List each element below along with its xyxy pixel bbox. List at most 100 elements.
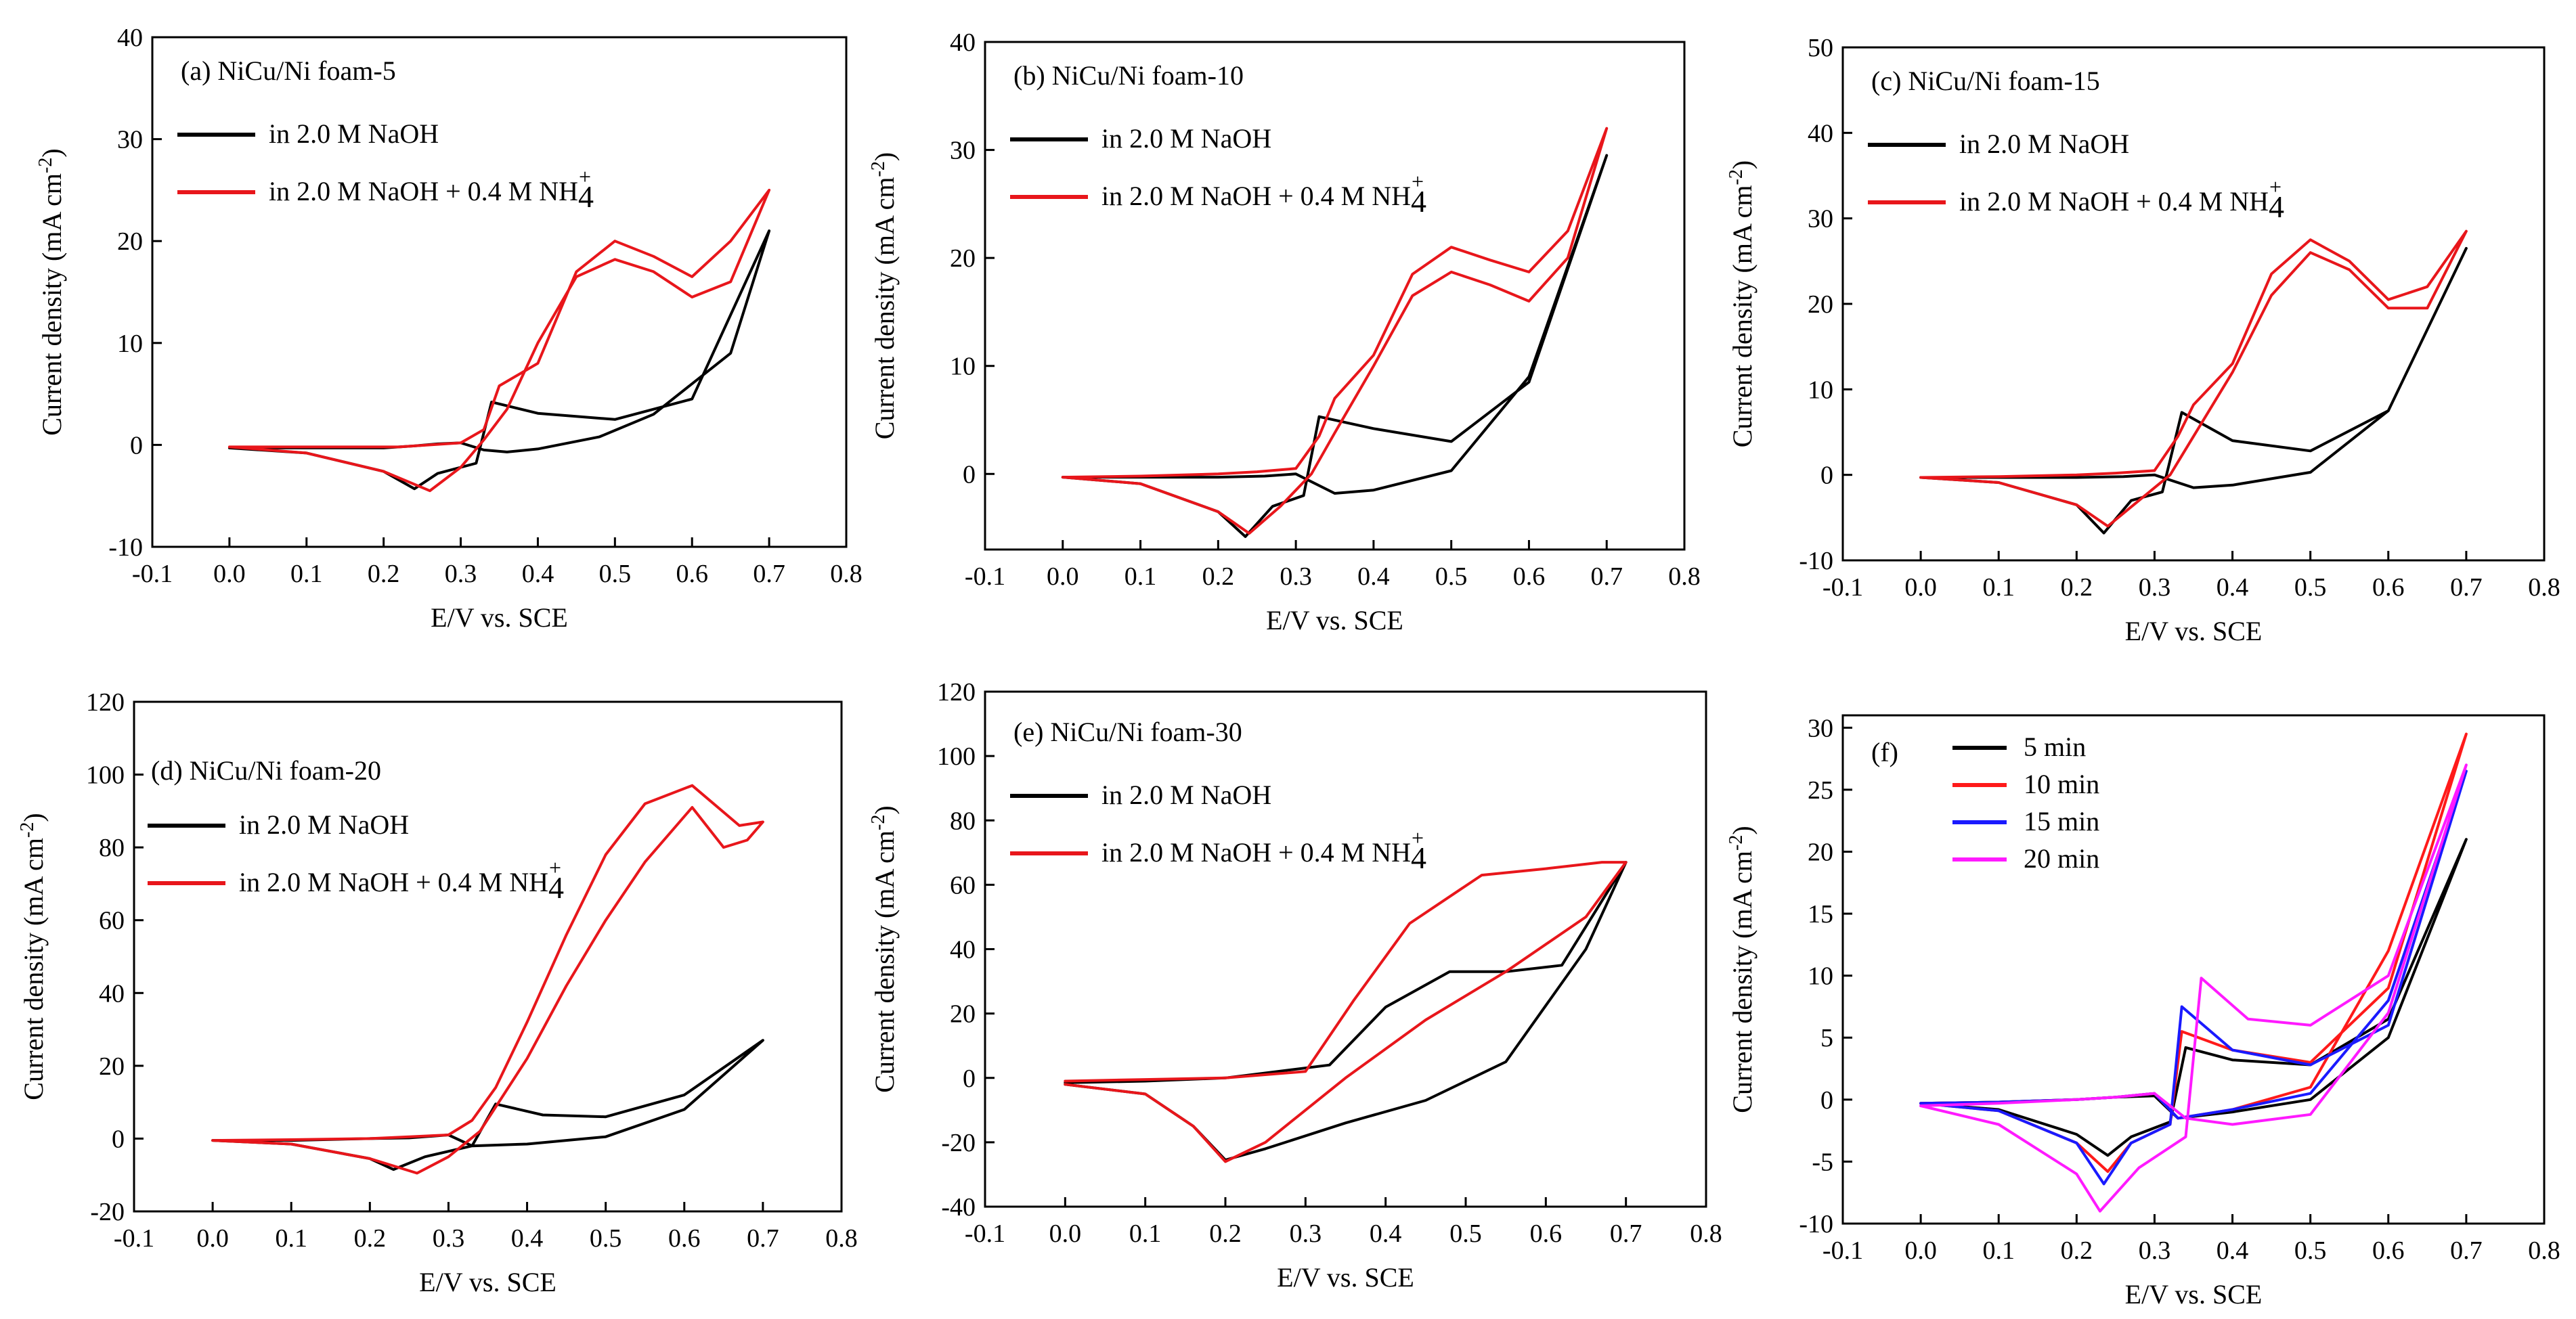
y-tick-label: -10 bbox=[1799, 1210, 1833, 1238]
y-tick-label: 80 bbox=[99, 834, 125, 862]
x-tick-label: 0.6 bbox=[668, 1224, 701, 1253]
y-tick-label: 20 bbox=[117, 227, 143, 256]
series-line bbox=[1919, 763, 2468, 1213]
y-tick-label: 0 bbox=[130, 431, 143, 460]
x-tick-label: 0.5 bbox=[2294, 573, 2327, 602]
y-tick-label: 30 bbox=[950, 137, 976, 165]
x-tick-label: -0.1 bbox=[1822, 1236, 1863, 1265]
plot-frame bbox=[133, 700, 843, 1213]
y-tick-label: 120 bbox=[937, 678, 976, 707]
legend-label: in 2.0 M NaOH + 0.4 M NH4+ bbox=[1101, 826, 1426, 875]
legend-label: in 2.0 M NaOH + 0.4 M NH4+ bbox=[239, 855, 564, 905]
x-tick-label: 0.8 bbox=[2528, 573, 2560, 602]
legend-label: in 2.0 M NaOH + 0.4 M NH4+ bbox=[269, 164, 594, 214]
panel-title: (f) bbox=[1871, 737, 1898, 767]
chart-panel-5: -0.1 0.0 0.1 0.2 0.3 0.4 0.5 0.6 0.7 0.8 -10 -5 0 5 10… bbox=[1726, 714, 2560, 1310]
x-tick-label: 0.3 bbox=[2139, 573, 2171, 602]
series-line bbox=[1919, 246, 2468, 535]
x-tick-label: 0.1 bbox=[1982, 573, 2015, 602]
series-line bbox=[1061, 127, 1609, 535]
x-tick-label: 0.0 bbox=[196, 1224, 229, 1253]
x-tick-label: -0.1 bbox=[965, 562, 1005, 591]
x-tick-label: 0.7 bbox=[753, 560, 785, 588]
x-tick-label: 0.4 bbox=[1357, 562, 1390, 591]
x-tick-label: 0.2 bbox=[2061, 573, 2093, 602]
x-tick-label: -0.1 bbox=[114, 1224, 154, 1253]
chart-panel-3: -0.1 0.0 0.1 0.2 0.3 0.4 0.5 0.6 0.7 0.8 -20 0 20 40 6… bbox=[17, 688, 858, 1297]
series-line bbox=[1919, 838, 2468, 1157]
legend-label: in 2.0 M NaOH bbox=[239, 809, 409, 840]
y-tick-label: 60 bbox=[99, 907, 125, 935]
y-tick-label: 10 bbox=[1808, 962, 1833, 991]
x-tick-label: 0.2 bbox=[2061, 1236, 2093, 1265]
x-tick-label: 0.1 bbox=[275, 1224, 307, 1253]
y-tick-label: 30 bbox=[1808, 714, 1833, 742]
x-tick-label: 0.8 bbox=[1668, 562, 1701, 591]
y-tick-label: 5 bbox=[1820, 1024, 1833, 1052]
series-line bbox=[227, 229, 771, 491]
x-tick-label: 0.6 bbox=[1513, 562, 1546, 591]
y-tick-label: 0 bbox=[1820, 1086, 1833, 1115]
legend-label: 20 min bbox=[2024, 843, 2099, 874]
x-tick-label: 0.8 bbox=[1690, 1220, 1722, 1248]
panel-title: (c) NiCu/Ni foam-15 bbox=[1871, 66, 2100, 96]
series-line bbox=[1919, 732, 2468, 1173]
x-tick-label: 0.8 bbox=[825, 1224, 858, 1253]
y-tick-label: 100 bbox=[937, 742, 976, 771]
x-tick-label: 0.5 bbox=[1435, 562, 1468, 591]
series-line bbox=[211, 784, 764, 1175]
x-tick-label: 0.1 bbox=[1129, 1220, 1162, 1248]
x-tick-label: 0.4 bbox=[522, 560, 554, 588]
x-axis-label: E/V vs. SCE bbox=[2125, 1279, 2263, 1310]
y-tick-label: 40 bbox=[117, 24, 143, 52]
y-tick-label: 60 bbox=[950, 871, 976, 899]
y-tick-label: -20 bbox=[941, 1129, 976, 1157]
x-tick-label: 0.8 bbox=[830, 560, 863, 588]
x-tick-label: 0.0 bbox=[1904, 1236, 1937, 1265]
panel-title: (d) NiCu/Ni foam-20 bbox=[151, 755, 381, 786]
x-tick-label: 0.5 bbox=[1449, 1220, 1482, 1248]
legend-label: in 2.0 M NaOH + 0.4 M NH4+ bbox=[1101, 169, 1426, 219]
y-tick-label: 80 bbox=[950, 807, 976, 835]
x-tick-label: 0.3 bbox=[1290, 1220, 1322, 1248]
panel-title: (a) NiCu/Ni foam-5 bbox=[181, 55, 396, 86]
y-tick-label: 10 bbox=[950, 353, 976, 381]
y-tick-label: -5 bbox=[1812, 1148, 1833, 1176]
x-tick-label: -0.1 bbox=[965, 1220, 1005, 1248]
x-tick-label: 0.7 bbox=[1610, 1220, 1642, 1248]
panel-title: (e) NiCu/Ni foam-30 bbox=[1013, 717, 1242, 747]
series-line bbox=[211, 1039, 764, 1171]
plot-frame bbox=[984, 690, 1707, 1208]
x-axis-label: E/V vs. SCE bbox=[431, 602, 568, 633]
y-axis-label: Current density (mA cm-2) bbox=[1726, 826, 1758, 1113]
legend-label: 5 min bbox=[2024, 732, 2086, 762]
y-tick-label: -10 bbox=[1799, 547, 1833, 575]
plot-frame bbox=[151, 36, 848, 548]
series-line bbox=[1061, 154, 1609, 538]
x-tick-label: 0.0 bbox=[213, 560, 246, 588]
y-tick-label: 40 bbox=[1808, 119, 1833, 148]
legend-label: 15 min bbox=[2024, 806, 2099, 836]
x-tick-label: 0.8 bbox=[2528, 1236, 2560, 1265]
y-tick-label: 0 bbox=[963, 460, 976, 489]
plot-frame bbox=[984, 41, 1686, 551]
x-axis-label: E/V vs. SCE bbox=[1266, 605, 1403, 635]
y-tick-label: -20 bbox=[90, 1198, 125, 1226]
x-tick-label: 0.7 bbox=[2450, 573, 2483, 602]
x-axis-label: E/V vs. SCE bbox=[2125, 616, 2263, 646]
x-tick-label: 0.5 bbox=[2294, 1236, 2327, 1265]
x-tick-label: 0.6 bbox=[1530, 1220, 1563, 1248]
x-tick-label: -0.1 bbox=[132, 560, 173, 588]
y-axis-label: Current density (mA cm-2) bbox=[868, 152, 900, 439]
y-tick-label: 10 bbox=[117, 330, 143, 358]
y-tick-label: 25 bbox=[1808, 776, 1833, 805]
y-tick-label: 20 bbox=[1808, 838, 1833, 866]
x-tick-label: 0.3 bbox=[445, 560, 477, 588]
x-tick-label: 0.2 bbox=[354, 1224, 387, 1253]
x-tick-label: 0.2 bbox=[1202, 562, 1235, 591]
x-axis-label: E/V vs. SCE bbox=[419, 1267, 556, 1297]
x-tick-label: 0.5 bbox=[599, 560, 632, 588]
x-tick-label: 0.6 bbox=[2372, 573, 2405, 602]
y-tick-label: 20 bbox=[99, 1052, 125, 1081]
